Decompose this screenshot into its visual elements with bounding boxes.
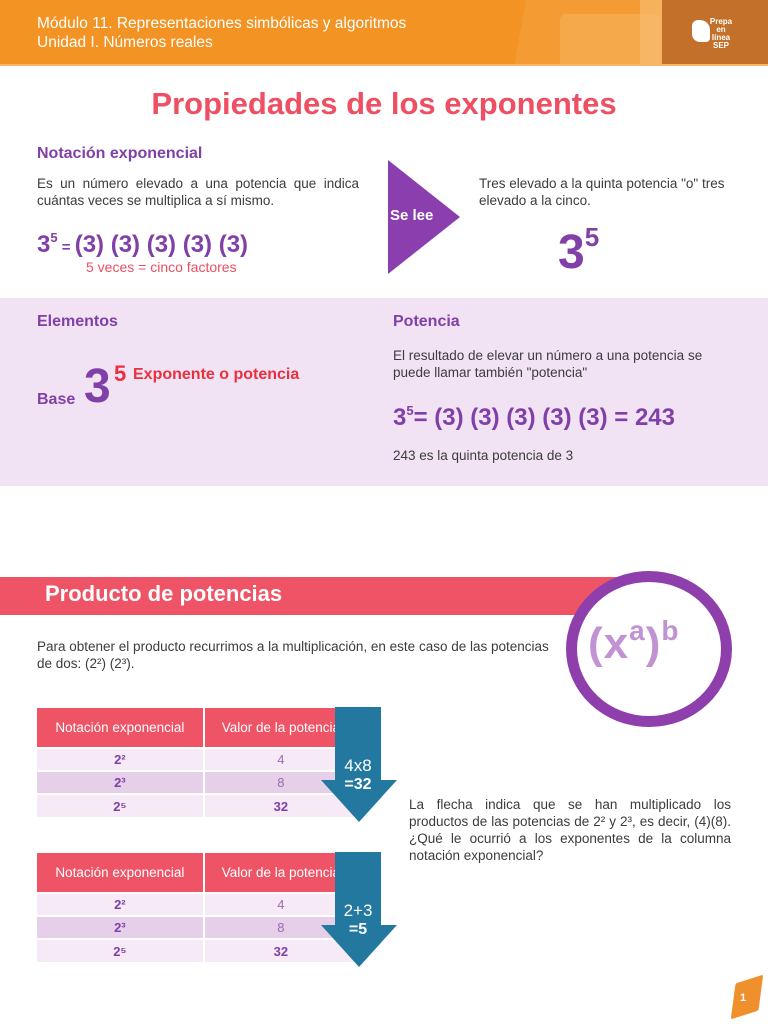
exponent-digit: 5	[114, 361, 127, 386]
arrow-result: =5	[348, 921, 368, 938]
base-digit: 3	[84, 360, 111, 413]
notacion-description: Es un número elevado a una potencia que …	[37, 176, 359, 208]
base-label: Base	[37, 391, 76, 408]
decorative-shape	[640, 0, 666, 66]
producto-header-bar	[0, 577, 620, 615]
column-header-notation: Notación exponencial	[37, 853, 205, 893]
table-row: 2³ 8	[37, 915, 360, 939]
powers-table-multiplication: Notación exponencial Valor de la potenci…	[37, 708, 360, 817]
power-of-power-formula: (xa)b	[588, 615, 680, 668]
se-lee-arrow-icon	[388, 160, 460, 274]
header-title: Módulo 11. Representaciones simbólicas y…	[37, 14, 406, 52]
exponent-label: Exponente o potencia	[133, 366, 300, 383]
arrow-result: =32	[344, 776, 372, 793]
producto-intro: Para obtener el producto recurrimos a la…	[37, 639, 549, 671]
arrow-operation: 2+3	[343, 901, 373, 920]
producto-heading: Producto de potencias	[45, 581, 283, 606]
potencia-heading: Potencia	[393, 313, 460, 330]
power-of-power-circle-icon	[566, 571, 732, 727]
powers-table-addition: Notación exponencial Valor de la potenci…	[37, 853, 360, 962]
column-header-notation: Notación exponencial	[37, 708, 205, 748]
table-row: 2⁵ 32	[37, 938, 360, 962]
notacion-formula: 35 = (3) (3) (3) (3) (3)	[37, 230, 249, 258]
potencia-formula: 35= (3) (3) (3) (3) (3) = 243	[393, 403, 676, 431]
header-banner: Módulo 11. Representaciones simbólicas y…	[0, 0, 768, 66]
column-header-value: Valor de la potencia	[203, 853, 360, 893]
unit-title: Unidad I. Números reales	[37, 34, 213, 51]
prepa-en-linea-logo: Prepa en línea SEP	[692, 16, 734, 50]
module-title: Módulo 11. Representaciones simbólicas y…	[37, 15, 407, 32]
elementos-potencia-panel	[0, 298, 768, 486]
producto-explanation: La flecha indica que se han multiplicado…	[409, 797, 731, 863]
notacion-heading: Notación exponencial	[37, 145, 203, 162]
elementos-heading: Elementos	[37, 313, 118, 330]
page-badge-icon	[730, 974, 764, 1020]
potencia-note: 243 es la quinta potencia de 3	[393, 448, 574, 463]
se-lee-text: Tres elevado a la quinta potencia "o" tr…	[479, 176, 725, 208]
table-row: 2² 4	[37, 892, 360, 916]
table-row: 2² 4	[37, 747, 360, 771]
arrow-operation: 4x8	[344, 756, 372, 775]
decorative-shape	[662, 0, 768, 66]
page-number: 1	[740, 992, 747, 1004]
table-row: 2⁵ 32	[37, 793, 360, 817]
logo-icon	[692, 20, 710, 42]
table-row: 2³ 8	[37, 770, 360, 794]
se-lee-label: Se lee	[390, 207, 434, 224]
se-lee-big-power: 35	[558, 222, 600, 279]
column-header-value: Valor de la potencia	[203, 708, 360, 748]
potencia-description: El resultado de elevar un número a una p…	[393, 348, 703, 380]
header-divider	[0, 64, 768, 66]
logo-text: Prepa en línea SEP	[709, 17, 733, 50]
notacion-note: 5 veces = cinco factores	[86, 259, 237, 275]
page-title: Propiedades de los exponentes	[151, 86, 617, 121]
